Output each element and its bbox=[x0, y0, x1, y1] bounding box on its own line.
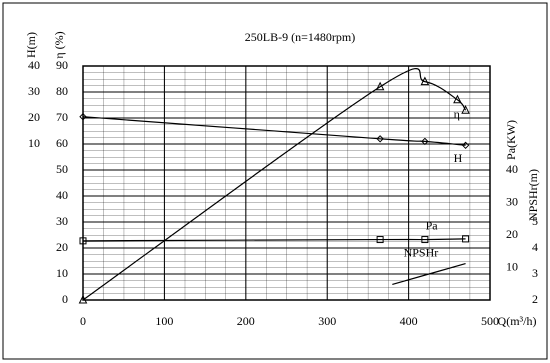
series-line bbox=[392, 263, 466, 285]
series-label: NPSHr bbox=[404, 245, 439, 259]
y-axis-label: NPSHr(m) bbox=[526, 169, 540, 221]
x-tick-label: 0 bbox=[80, 314, 86, 328]
y-tick-label: 50 bbox=[56, 162, 68, 176]
y-tick-label: 40 bbox=[506, 162, 518, 176]
y-axis-label: Pa(KW) bbox=[504, 120, 518, 160]
y-tick-label: 2 bbox=[532, 292, 538, 306]
point-marker bbox=[376, 236, 384, 244]
point-marker bbox=[79, 112, 87, 121]
y-tick-label: 20 bbox=[56, 240, 68, 254]
y-tick-label: 0 bbox=[62, 292, 68, 306]
minor-grid bbox=[83, 66, 490, 300]
x-tick-label: 500 bbox=[481, 314, 499, 328]
point-marker bbox=[461, 141, 470, 150]
series-label: η bbox=[454, 107, 460, 121]
point-marker bbox=[78, 294, 88, 304]
point-marker bbox=[461, 105, 470, 114]
y-tick-label: 30 bbox=[28, 84, 40, 98]
x-tick-label: 100 bbox=[155, 314, 173, 328]
y-tick-label: 40 bbox=[28, 58, 40, 72]
series-line bbox=[82, 68, 467, 301]
x-tick-label: 400 bbox=[400, 314, 418, 328]
y-tick-label: 10 bbox=[506, 259, 518, 273]
y-tick-label: 20 bbox=[506, 227, 518, 241]
y-tick-label: 80 bbox=[56, 84, 68, 98]
y-tick-label: 10 bbox=[56, 266, 68, 280]
y-tick-label: 5 bbox=[532, 214, 538, 228]
series-label: H bbox=[454, 151, 463, 165]
y-axis-label: η (%) bbox=[52, 31, 66, 58]
y-tick-label: 60 bbox=[56, 136, 68, 150]
series-line bbox=[82, 116, 466, 146]
point-marker bbox=[421, 137, 429, 146]
point-marker bbox=[79, 237, 87, 245]
series-label: Pa bbox=[426, 219, 439, 233]
point-marker bbox=[376, 135, 384, 143]
y-tick-label: 3 bbox=[532, 266, 538, 280]
y-tick-label: 40 bbox=[56, 188, 68, 202]
y-tick-label: 10 bbox=[28, 136, 40, 150]
y-tick-label: 30 bbox=[506, 194, 518, 208]
y-tick-label: 90 bbox=[56, 58, 68, 72]
point-marker bbox=[420, 76, 430, 86]
y-tick-label: 4 bbox=[532, 240, 538, 254]
point-marker bbox=[421, 236, 429, 244]
x-axis-label: Q(m³/h) bbox=[498, 314, 537, 328]
outer-border bbox=[2, 2, 548, 360]
x-tick-label: 200 bbox=[237, 314, 255, 328]
y-tick-label: 30 bbox=[56, 214, 68, 228]
point-marker bbox=[462, 235, 470, 243]
point-marker bbox=[375, 81, 385, 91]
y-tick-label: 20 bbox=[28, 110, 40, 124]
y-axis-label: H(m) bbox=[24, 32, 38, 58]
chart-title: 250LB-9 (n=1480rpm) bbox=[245, 30, 355, 44]
series-line bbox=[82, 238, 466, 242]
point-marker bbox=[453, 94, 462, 104]
y-tick-label: 70 bbox=[56, 110, 68, 124]
x-tick-label: 300 bbox=[318, 314, 336, 328]
